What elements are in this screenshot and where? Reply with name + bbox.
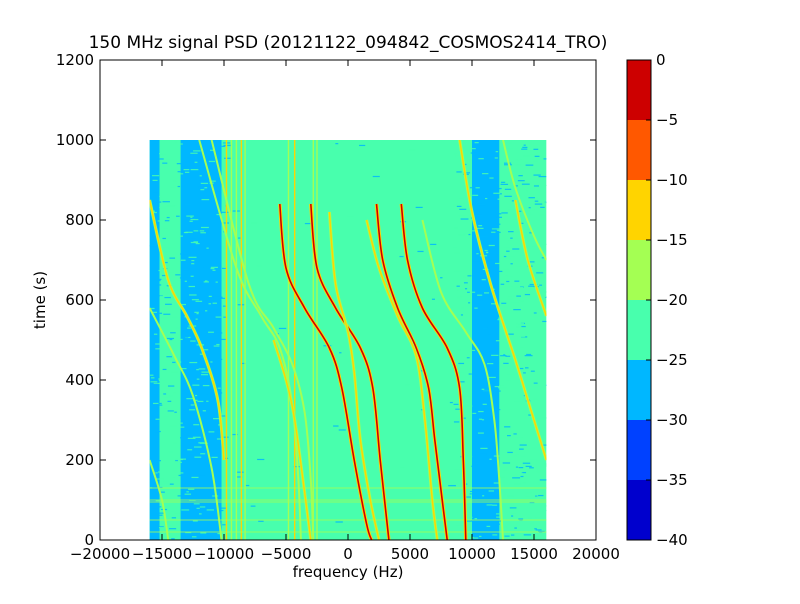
signal-tracks [149, 140, 547, 540]
colorbar-segment [627, 420, 651, 480]
y-tick-label: 800 [65, 211, 94, 229]
colorbar-segment [627, 120, 651, 180]
y-tick-label: 1200 [56, 51, 94, 69]
y-tick-label: 600 [65, 291, 94, 309]
x-tick-label: −10000 [194, 545, 254, 563]
signal-track [502, 140, 547, 261]
signal-track [328, 211, 380, 540]
colorbar-segment [627, 180, 651, 240]
y-tick-label: 1000 [56, 131, 94, 149]
noise-band-left [180, 140, 222, 540]
signal-track [514, 199, 547, 317]
colorbar-tick-label: −25 [656, 351, 688, 369]
signal-track [210, 140, 315, 540]
signal-track [198, 140, 302, 540]
colorbar-tick-label: 0 [656, 51, 666, 69]
chart-title: 150 MHz signal PSD (20121122_094842_COSM… [89, 33, 608, 53]
y-tick-label: 0 [84, 531, 94, 549]
colorbar-tick-label: −5 [656, 111, 678, 129]
signal-track [149, 307, 223, 540]
y-axis-label: time (s) [31, 271, 49, 329]
y-tick-label: 200 [65, 451, 94, 469]
colorbar-segment [627, 360, 651, 420]
signal-track [149, 459, 170, 540]
x-tick-label: 20000 [572, 545, 620, 563]
x-tick-label: −5000 [261, 545, 312, 563]
signal-track [279, 203, 373, 540]
signal-track [400, 203, 467, 540]
colorbar-segment [627, 480, 651, 540]
colorbar: −40 −35 −30 −25 −20 −15 −10 −5 0 [626, 51, 688, 549]
x-tick-label: 15000 [510, 545, 558, 563]
noise-band-left-edge [149, 140, 160, 540]
x-tick-label: −20000 [70, 545, 130, 563]
x-axis: −20000 −15000 −10000 −5000 0 5000 10000 15000 20… [70, 60, 620, 563]
colorbar-tick-label: −40 [656, 531, 688, 549]
colorbar-tick-label: −10 [656, 171, 688, 189]
colorbar-segment [627, 240, 651, 300]
signal-track [458, 140, 547, 461]
signal-track [272, 339, 312, 540]
signal-track [375, 203, 448, 540]
x-tick-label: 5000 [391, 545, 429, 563]
signal-track [149, 199, 225, 461]
signal-track [421, 219, 504, 540]
colorbar-tick-label: −15 [656, 231, 688, 249]
colorbar-tick-label: −20 [656, 291, 688, 309]
colorbar-segment [627, 60, 651, 120]
x-axis-label: frequency (Hz) [293, 563, 404, 581]
y-axis: 0 200 400 600 800 1000 1200 [56, 51, 596, 549]
heatmap-layer [149, 140, 547, 540]
x-tick-label: 0 [343, 545, 353, 563]
signal-track [310, 203, 390, 540]
colorbar-tick-label: −30 [656, 411, 688, 429]
colorbar-tick-label: −35 [656, 471, 688, 489]
noise-band-right [472, 140, 500, 540]
colorbar-segment [627, 300, 651, 360]
y-tick-label: 400 [65, 371, 94, 389]
x-tick-label: −15000 [132, 545, 192, 563]
x-tick-label: 10000 [448, 545, 496, 563]
signal-track [365, 219, 438, 540]
